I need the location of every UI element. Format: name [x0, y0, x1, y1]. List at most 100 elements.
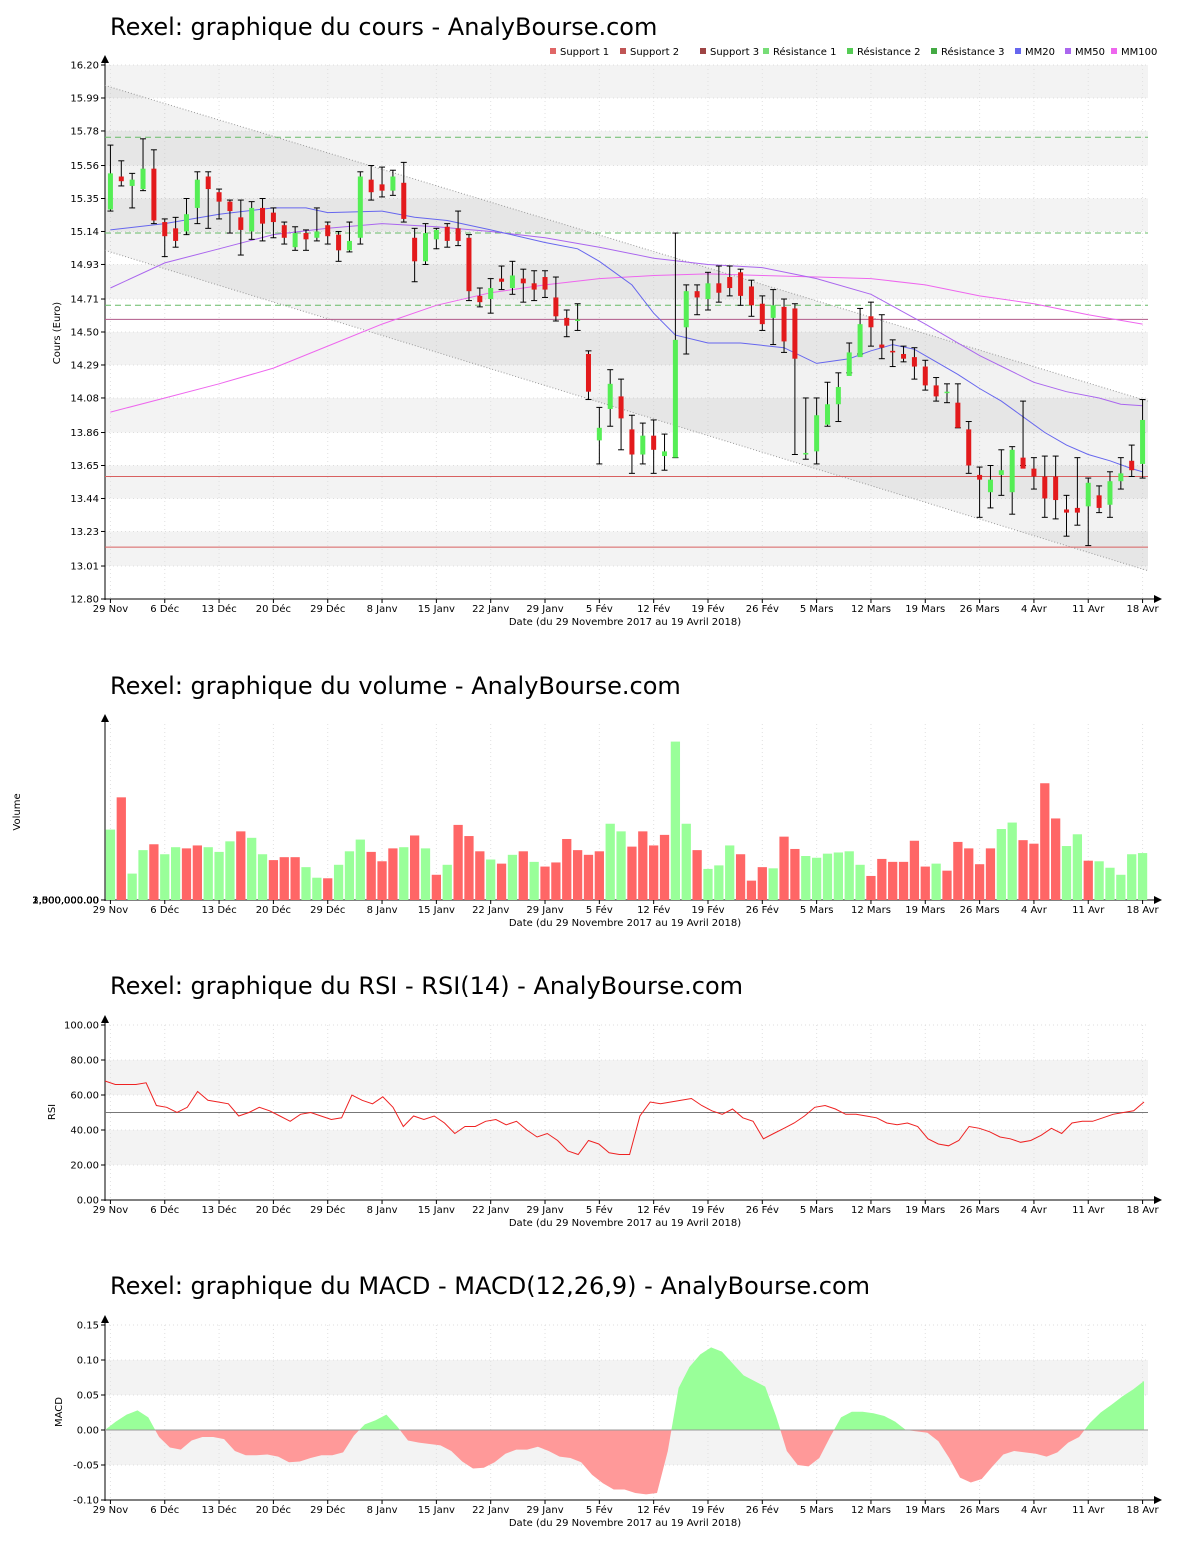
candle-body-up: [1107, 481, 1113, 505]
candle-body-up: [194, 179, 200, 208]
legend-item: Support 1: [560, 47, 609, 58]
rsi-x-axis-arrow: [1154, 1196, 1162, 1204]
price-band: [105, 299, 1148, 332]
volume-bar: [974, 864, 985, 900]
volume-bar: [464, 836, 474, 900]
price-band: [105, 397, 1148, 433]
volume-bar: [1007, 822, 1017, 900]
rsi-x-tick-label: 26 Fév: [746, 1204, 779, 1216]
legend-item: MM100: [1121, 47, 1157, 58]
candle-body-down: [879, 344, 885, 348]
candle-body-down: [651, 435, 657, 450]
macd-area-positive: [1084, 1381, 1144, 1430]
candle-body-down: [553, 297, 559, 317]
volume-bar: [192, 845, 202, 900]
volume-x-tick-label: 5 Fév: [586, 904, 613, 916]
macd-y-tick-label: 0.15: [77, 1321, 99, 1332]
volume-bar: [247, 837, 257, 900]
candle-body-up: [1118, 473, 1124, 482]
volume-bar: [236, 831, 246, 900]
macd-area-negative: [155, 1430, 360, 1463]
candle-body-up: [835, 386, 841, 405]
volume-bar: [431, 874, 442, 900]
volume-x-tick-label: 29 Nov: [93, 905, 129, 916]
macd-x-tick-label: 12 Mars: [851, 1505, 891, 1516]
volume-y-tick-label: 2,000,000.00: [32, 895, 99, 906]
volume-bar: [1051, 818, 1061, 900]
volume-bar: [333, 864, 344, 900]
candle-body-up: [857, 324, 863, 358]
volume-bar: [420, 848, 431, 900]
macd-x-tick-label: 8 Janv: [367, 1505, 398, 1516]
price-x-tick-label: 5 Fév: [586, 603, 613, 615]
candle-body-down: [455, 228, 461, 241]
candle-body-down: [1096, 495, 1102, 508]
candle-body-down: [618, 396, 624, 419]
volume-bar: [790, 848, 800, 900]
volume-x-tick-label: 19 Mars: [905, 905, 945, 916]
volume-x-tick-label: 26 Mars: [960, 905, 1000, 916]
candle-body-down: [792, 308, 798, 359]
volume-bar: [866, 875, 876, 900]
candle-body-up: [107, 173, 113, 210]
volume-x-axis-label: Date (du 29 Novembre 2017 au 19 Avril 20…: [509, 918, 741, 929]
macd-y-axis-arrow: [101, 1315, 109, 1323]
candle-body-down: [531, 283, 537, 290]
mm100-line: [110, 273, 1143, 413]
candle-body-down: [325, 225, 331, 237]
price-x-tick-label: 26 Fév: [746, 603, 779, 615]
macd-area-positive: [671, 1347, 781, 1430]
price-y-tick-label: 14.71: [70, 295, 99, 306]
price-x-tick-label: 29 Déc: [310, 603, 345, 615]
macd-x-tick-label: 26 Fév: [746, 1504, 779, 1516]
macd-x-tick-label: 29 Janv: [526, 1505, 563, 1516]
volume-y-axis-arrow: [101, 714, 109, 722]
volume-bar: [268, 860, 279, 900]
legend-item: Résistance 1: [773, 46, 836, 58]
volume-bar: [898, 861, 909, 900]
rsi-x-tick-label: 8 Janv: [367, 1205, 398, 1216]
macd-area-negative: [399, 1430, 672, 1495]
volume-x-tick-label: 12 Mars: [851, 905, 891, 916]
rsi-y-tick-label: 20.00: [70, 1161, 99, 1172]
volume-bar: [366, 851, 376, 900]
volume-bar: [1127, 854, 1137, 900]
rsi-y-tick-label: 40.00: [70, 1126, 99, 1137]
macd-x-axis-arrow: [1154, 1496, 1162, 1504]
candle-body-down: [173, 228, 179, 241]
candle-body-down: [716, 283, 722, 293]
price-x-tick-label: 19 Fév: [691, 603, 724, 615]
candle-body-up: [129, 179, 135, 186]
price-x-tick-label: 8 Janv: [367, 604, 398, 615]
candle-body-down: [401, 182, 407, 219]
price-x-tick-label: 29 Nov: [93, 604, 129, 615]
price-y-axis-label: Cours (Euro): [52, 302, 63, 365]
mm50-line: [110, 223, 1143, 407]
candle-body-down: [966, 429, 972, 466]
volume-x-tick-label: 4 Avr: [1021, 905, 1048, 916]
price-band: [105, 198, 1148, 232]
volume-x-tick-label: 11 Avr: [1072, 905, 1105, 916]
volume-bar: [638, 831, 648, 900]
macd-band: [105, 1360, 1148, 1395]
candle-body-down: [1064, 509, 1070, 513]
volume-bar: [833, 852, 843, 900]
rsi-x-tick-label: 12 Mars: [851, 1205, 891, 1216]
price-band: [105, 465, 1148, 499]
rsi-x-tick-label: 11 Avr: [1072, 1205, 1105, 1216]
volume-bar: [410, 835, 420, 900]
candle-body-up: [509, 275, 515, 289]
volume-x-tick-label: 13 Déc: [201, 904, 236, 916]
volume-bar: [290, 857, 300, 900]
price-x-tick-label: 4 Avr: [1021, 604, 1048, 615]
rsi-y-axis-arrow: [101, 1015, 109, 1023]
volume-bar: [1029, 843, 1039, 900]
candle-body-up: [814, 415, 820, 452]
macd-y-tick-label: -0.10: [73, 1496, 99, 1507]
price-y-tick-label: 13.01: [70, 562, 99, 573]
price-y-tick-label: 14.08: [70, 393, 99, 404]
rsi-y-tick-label: 60.00: [70, 1091, 99, 1102]
volume-bar: [1040, 783, 1050, 900]
candle-body-up: [1085, 482, 1091, 507]
candle-body-up: [607, 383, 613, 409]
